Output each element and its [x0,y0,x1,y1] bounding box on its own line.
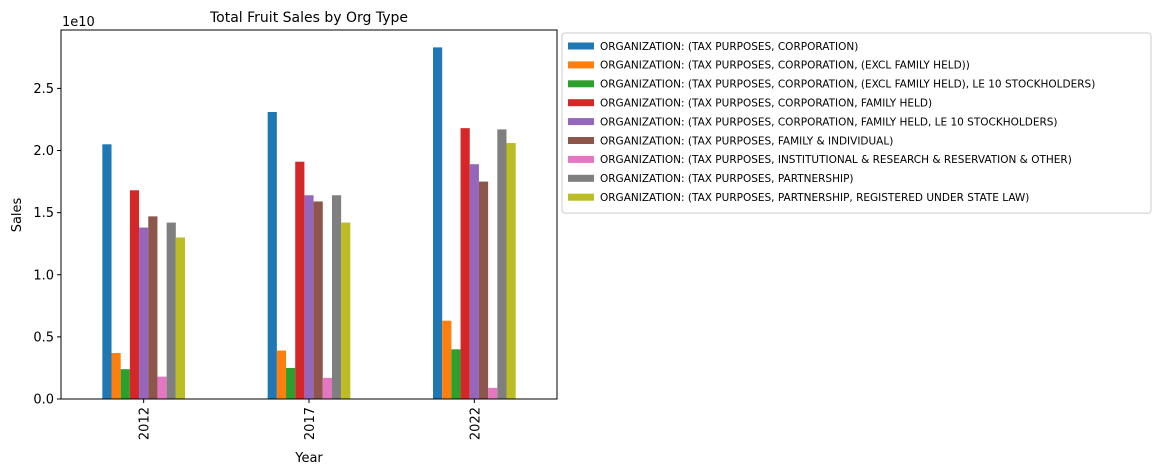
y-tick-label: 0.0 [33,393,54,408]
y-tick-label: 2.0 [33,144,54,159]
bar-2017-series-5 [304,195,314,399]
bar-2012-series-2 [111,353,121,399]
y-axis-label: Sales [10,197,25,232]
bar-2012-series-9 [175,237,185,399]
bar-2012-series-8 [166,222,176,399]
legend-swatch-5 [568,118,594,126]
legend-swatch-6 [568,137,594,144]
bar-2012-series-4 [129,190,140,399]
bar-2012-series-5 [139,227,149,399]
legend-swatch-3 [568,80,594,88]
legend-frame [561,32,1152,214]
legend-label-3: ORGANIZATION: (TAX PURPOSES, CORPORATION… [600,79,1095,91]
bar-2017-series-9 [341,222,351,399]
legend-swatch-2 [568,61,594,69]
y-axis-offset-text: 1e10 [62,15,95,30]
x-tick-label: 2022 [468,407,483,440]
legend-label-9: ORGANIZATION: (TAX PURPOSES, PARTNERSHIP… [600,192,1029,204]
bar-2012-series-1 [102,144,112,399]
bar-2017-series-2 [276,350,287,399]
bar-2022-series-1 [433,47,443,399]
y-tick-label: 1.0 [33,268,54,283]
bar-2017-series-8 [331,195,342,399]
ticks-layer: 0.0 0.5 1.0 1.5 2.0 2.5 2012 2017 2022 [33,82,483,440]
legend-swatch-7 [568,155,594,163]
x-tick-label: 2012 [138,407,153,440]
chart-title: Total Fruit Sales by Org Type [209,10,408,26]
legend: ORGANIZATION: (TAX PURPOSES, CORPORATION… [561,32,1152,214]
plot-area-frame [60,29,558,400]
bar-2022-series-7 [488,387,498,399]
y-tick-label: 2.5 [33,82,54,97]
legend-label-6: ORGANIZATION: (TAX PURPOSES, FAMILY & IN… [600,135,893,147]
bar-2022-series-2 [442,320,452,399]
legend-swatch-4 [568,99,594,107]
legend-label-5: ORGANIZATION: (TAX PURPOSES, CORPORATION… [600,116,1058,128]
y-tick-label: 1.5 [33,206,54,221]
bar-2012-series-7 [157,376,167,399]
legend-label-1: ORGANIZATION: (TAX PURPOSES, CORPORATION… [600,41,858,53]
legend-swatch-9 [568,193,594,201]
bar-2017-series-3 [286,367,296,399]
legend-swatch-1 [568,42,594,50]
bar-2022-series-9 [506,143,516,399]
legend-swatch-8 [568,174,594,182]
bar-2022-series-4 [460,128,470,399]
bar-2022-series-5 [469,164,479,399]
x-tick-label: 2017 [303,407,318,440]
legend-label-2: ORGANIZATION: (TAX PURPOSES, CORPORATION… [600,60,970,72]
x-axis-label: Year [294,451,323,466]
bar-2017-series-7 [322,377,332,399]
bar-2022-series-6 [478,181,489,399]
bar-2017-series-1 [267,112,277,399]
bar-2012-series-6 [148,216,158,399]
legend-label-8: ORGANIZATION: (TAX PURPOSES, PARTNERSHIP… [600,173,854,185]
bars-layer [102,47,516,399]
bar-2022-series-8 [497,129,507,399]
bar-2017-series-6 [313,201,323,399]
legend-label-4: ORGANIZATION: (TAX PURPOSES, CORPORATION… [600,98,932,110]
legend-label-7: ORGANIZATION: (TAX PURPOSES, INSTITUTION… [600,154,1072,166]
y-tick-label: 0.5 [33,330,54,345]
bar-2012-series-3 [120,369,130,399]
bar-2017-series-4 [295,161,305,399]
bar-2022-series-3 [451,349,461,399]
